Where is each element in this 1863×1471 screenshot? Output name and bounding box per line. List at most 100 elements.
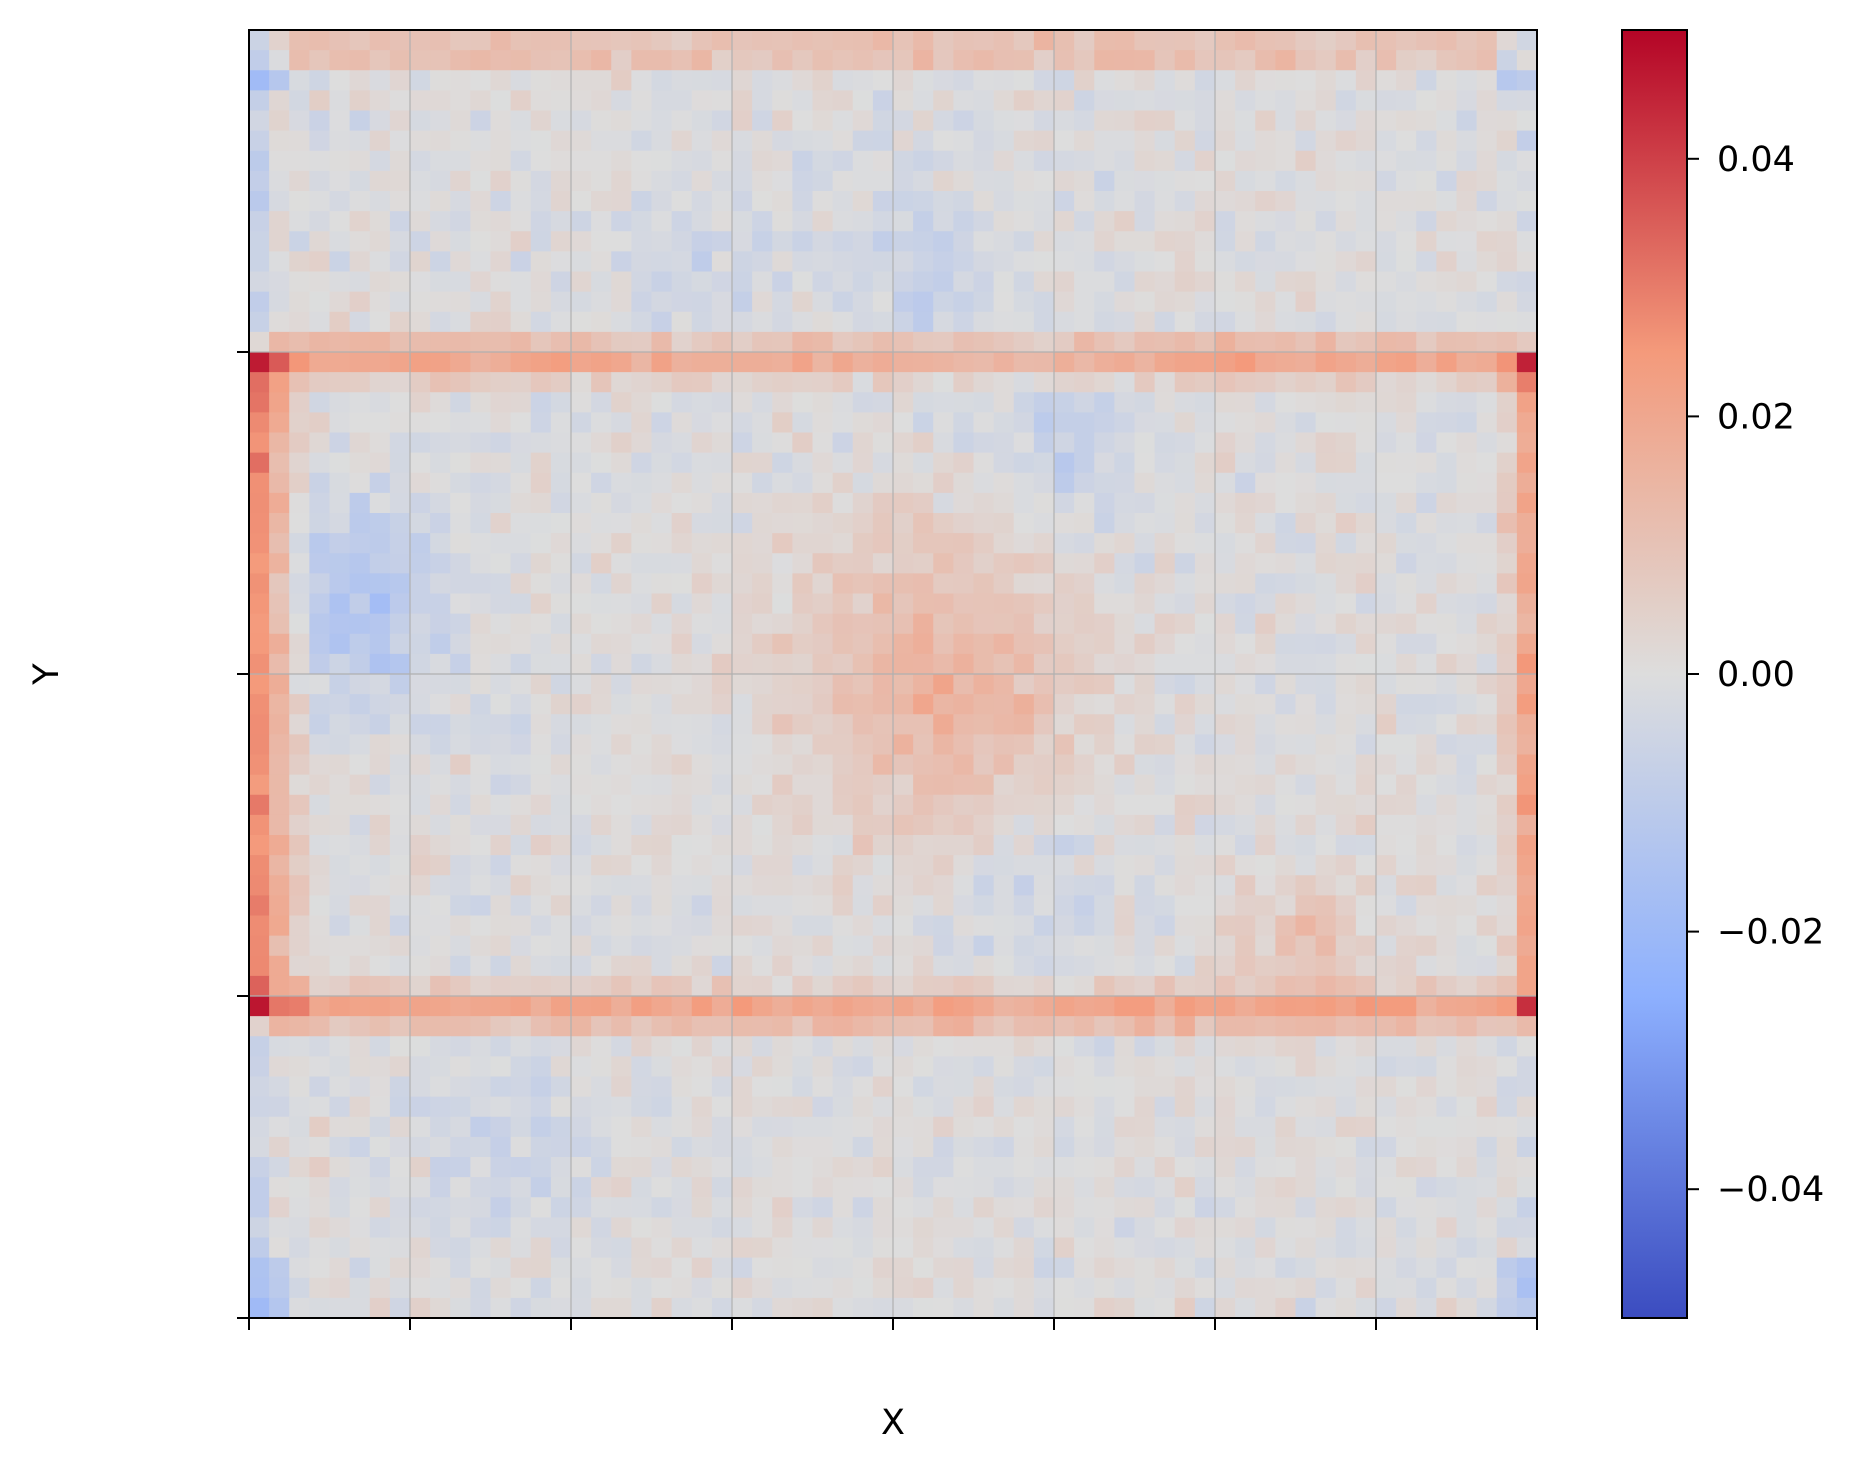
heatmap-cell bbox=[1033, 1217, 1055, 1239]
heatmap-cell bbox=[872, 311, 894, 333]
heatmap-cell bbox=[691, 875, 713, 896]
heatmap-cell bbox=[1516, 372, 1538, 393]
heatmap-cell bbox=[752, 1237, 773, 1259]
heatmap-cell bbox=[1496, 170, 1518, 192]
heatmap-cell bbox=[792, 352, 814, 373]
heatmap-cell bbox=[389, 331, 411, 353]
heatmap-cell bbox=[249, 975, 270, 997]
heatmap-cell bbox=[1215, 1076, 1236, 1098]
heatmap-cell bbox=[571, 191, 592, 212]
heatmap-cell bbox=[1174, 875, 1196, 896]
heatmap-cell bbox=[1335, 191, 1357, 212]
heatmap-cell bbox=[772, 1096, 793, 1118]
heatmap-cell bbox=[1376, 432, 1397, 454]
heatmap-cell bbox=[571, 331, 592, 353]
heatmap-cell bbox=[1074, 794, 1095, 816]
heatmap-cell bbox=[510, 694, 532, 715]
heatmap-cell bbox=[470, 935, 492, 957]
heatmap-cell bbox=[329, 1056, 351, 1078]
heatmap-cell bbox=[832, 432, 854, 454]
heatmap-cell bbox=[470, 392, 492, 413]
heatmap-cell bbox=[591, 130, 612, 152]
heatmap-cell bbox=[1255, 291, 1276, 313]
heatmap-cell bbox=[611, 1277, 632, 1299]
heatmap-cell bbox=[913, 513, 934, 534]
heatmap-cell bbox=[510, 754, 532, 776]
heatmap-cell bbox=[671, 714, 693, 735]
heatmap-cell bbox=[792, 814, 814, 836]
heatmap-cell bbox=[1033, 1277, 1055, 1299]
heatmap-cell bbox=[1013, 130, 1035, 152]
heatmap-cell bbox=[1275, 794, 1297, 816]
heatmap-cell bbox=[470, 150, 492, 172]
heatmap-cell bbox=[1235, 231, 1256, 252]
heatmap-cell bbox=[832, 774, 854, 796]
heatmap-cell bbox=[1134, 110, 1156, 132]
heatmap-cell bbox=[389, 1116, 411, 1138]
heatmap-cell bbox=[550, 352, 572, 373]
heatmap-cell bbox=[389, 593, 411, 615]
heatmap-cell bbox=[571, 875, 592, 896]
heatmap-cell bbox=[852, 714, 874, 735]
heatmap-cell bbox=[1074, 694, 1095, 715]
heatmap-cell bbox=[1013, 1257, 1035, 1279]
heatmap-cell bbox=[1295, 754, 1317, 776]
heatmap-cell bbox=[369, 1297, 391, 1319]
heatmap-cell bbox=[772, 915, 793, 937]
heatmap-cell bbox=[571, 392, 592, 413]
heatmap-cell bbox=[752, 835, 773, 856]
heatmap-cell bbox=[1496, 633, 1518, 655]
heatmap-cell bbox=[711, 915, 733, 937]
heatmap-cell bbox=[832, 835, 854, 856]
heatmap-cell bbox=[1315, 170, 1337, 192]
heatmap-cell bbox=[309, 372, 331, 393]
heatmap-cell bbox=[550, 1076, 572, 1098]
heatmap-cell bbox=[732, 855, 753, 876]
heatmap-cell bbox=[369, 130, 391, 152]
heatmap-cell bbox=[852, 915, 874, 937]
heatmap-cell bbox=[530, 432, 552, 454]
heatmap-cell bbox=[1496, 30, 1518, 51]
heatmap-cell bbox=[752, 372, 773, 393]
heatmap-cell bbox=[872, 271, 894, 293]
heatmap-cell bbox=[732, 392, 753, 413]
heatmap-cell bbox=[510, 30, 532, 51]
heatmap-cell bbox=[1134, 231, 1156, 252]
heatmap-cell bbox=[1295, 935, 1317, 957]
heatmap-cell bbox=[430, 935, 451, 957]
heatmap-cell bbox=[349, 1177, 371, 1198]
heatmap-cell bbox=[510, 1036, 532, 1057]
heatmap-cell bbox=[389, 1056, 411, 1078]
heatmap-cell bbox=[691, 291, 713, 313]
heatmap-cell bbox=[812, 1297, 834, 1319]
heatmap-cell bbox=[913, 794, 934, 816]
heatmap-cell bbox=[369, 1076, 391, 1098]
heatmap-cell bbox=[1174, 311, 1196, 333]
heatmap-cell bbox=[832, 331, 854, 353]
heatmap-cell bbox=[530, 774, 552, 796]
heatmap-cell bbox=[1315, 70, 1337, 91]
heatmap-cell bbox=[389, 935, 411, 957]
heatmap-cell bbox=[369, 372, 391, 393]
heatmap-cell bbox=[269, 30, 290, 51]
heatmap-cell bbox=[1235, 1177, 1256, 1198]
heatmap-cell bbox=[993, 1277, 1015, 1299]
heatmap-cell bbox=[691, 331, 713, 353]
heatmap-cell bbox=[631, 975, 653, 997]
heatmap-cell bbox=[1476, 573, 1498, 595]
heatmap-cell bbox=[1255, 1076, 1276, 1098]
heatmap-cell bbox=[1355, 170, 1377, 192]
heatmap-cell bbox=[611, 1016, 632, 1037]
heatmap-cell bbox=[1033, 231, 1055, 252]
heatmap-cell bbox=[812, 392, 834, 413]
heatmap-cell bbox=[852, 1257, 874, 1279]
heatmap-cell bbox=[1436, 432, 1458, 454]
heatmap-cell bbox=[1456, 814, 1478, 836]
heatmap-cell bbox=[1074, 90, 1095, 112]
heatmap-cell bbox=[1376, 1277, 1397, 1299]
heatmap-cell bbox=[1456, 835, 1478, 856]
heatmap-cell bbox=[832, 211, 854, 232]
heatmap-cell bbox=[1013, 50, 1035, 71]
heatmap-cell bbox=[1154, 573, 1176, 595]
heatmap-cell bbox=[852, 170, 874, 192]
